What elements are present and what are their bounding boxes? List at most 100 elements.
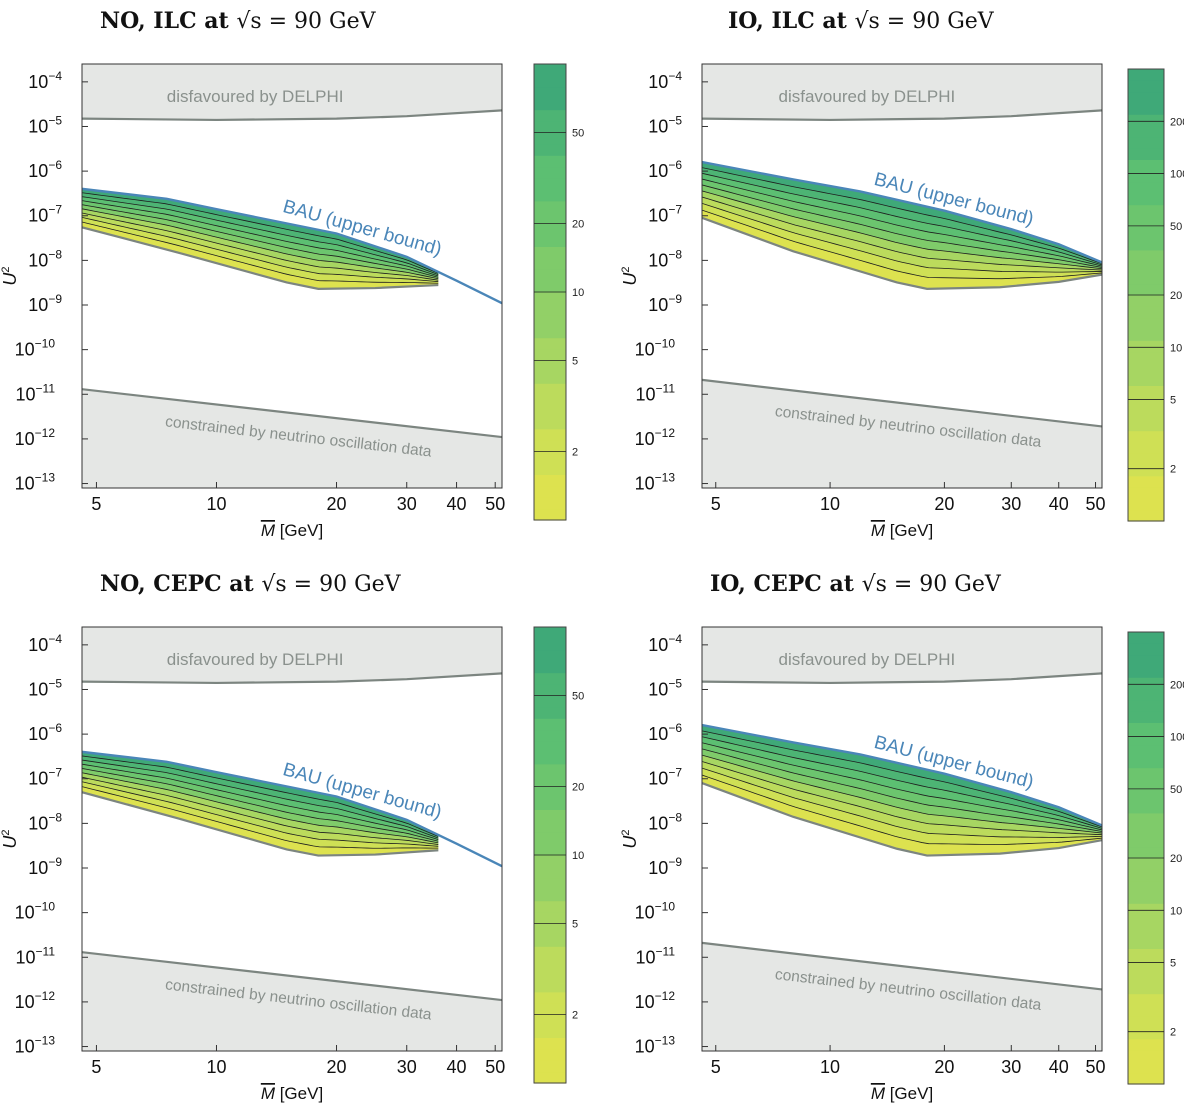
- x-tick-label: 40: [447, 494, 467, 514]
- sensitivity-lower-line: [82, 226, 439, 290]
- chart-panel-no-ilc: NO, ILC at √s = 90 GeV disfavoured by DEL…: [0, 0, 584, 550]
- x-tick-label: 5: [711, 1057, 721, 1077]
- contour-line: [82, 776, 439, 845]
- colorbar-segment: [1128, 756, 1164, 769]
- colorbar-segment: [534, 178, 566, 190]
- y-tick-label: 10−9: [28, 855, 62, 878]
- colorbar-segment: [534, 246, 566, 259]
- colorbar-tick-label: 50: [1170, 221, 1182, 233]
- colorbar-segment: [534, 729, 566, 742]
- colorbar-segment: [1128, 665, 1164, 678]
- sensitivity-band: [702, 768, 1102, 845]
- colorbar-segment: [1128, 170, 1164, 183]
- y-axis-title: U2: [620, 266, 640, 285]
- colorbar-segment: [1128, 790, 1164, 803]
- colorbar-segment: [534, 349, 566, 361]
- y-axis-title: U2: [620, 829, 640, 848]
- colorbar-segment: [534, 303, 566, 316]
- plot-frame: [81, 626, 503, 1052]
- colorbar-tick-label: 200: [1170, 679, 1184, 691]
- colorbar-segment: [1128, 1061, 1164, 1074]
- x-tick-label: 50: [1086, 1057, 1106, 1077]
- colorbar-segment: [1128, 80, 1164, 93]
- colorbar-segment: [1128, 722, 1164, 735]
- colorbar-segment: [534, 166, 566, 179]
- oscillation-excluded-region: [702, 379, 1102, 488]
- x-tick-label: 50: [1086, 494, 1106, 514]
- y-tick-label: 10−8: [28, 810, 62, 833]
- y-tick-label: 10−12: [635, 989, 676, 1012]
- y-tick-label: 10−13: [15, 1034, 56, 1057]
- colorbar-segment: [534, 1048, 566, 1061]
- sensitivity-band: [82, 192, 439, 275]
- delphi-annotation: disfavoured by DELPHI: [167, 87, 344, 106]
- contour-line: [82, 192, 439, 274]
- sensitivity-band: [702, 197, 1102, 273]
- colorbar-tick-label: 2: [1170, 464, 1176, 476]
- colorbar-segment: [534, 428, 566, 441]
- y-tick-label: 10−9: [648, 855, 682, 878]
- delphi-annotation: disfavoured by DELPHI: [167, 650, 344, 669]
- colorbar-segment: [1128, 159, 1164, 172]
- colorbar-segment: [1128, 182, 1164, 194]
- colorbar-segment: [534, 383, 566, 396]
- delphi-annotation: disfavoured by DELPHI: [779, 650, 956, 669]
- colorbar-segment: [534, 923, 566, 936]
- sensitivity-band: [82, 760, 439, 840]
- contour-line: [82, 208, 439, 280]
- colorbar-segment: [1128, 632, 1164, 644]
- colorbar-segment: [534, 109, 566, 122]
- chart-panel-io-ilc: IO, ILC at √s = 90 GeV disfavoured by DEL…: [600, 0, 1184, 550]
- bau-upper-line: [702, 723, 1102, 827]
- contour-line: [82, 212, 439, 281]
- colorbar-segment: [534, 394, 566, 407]
- y-axis-title: U2: [0, 266, 20, 285]
- y-tick-label: 10−6: [28, 721, 62, 744]
- colorbar-segment: [1128, 711, 1164, 723]
- colorbar-segment: [534, 1071, 566, 1084]
- contour-line: [82, 196, 439, 276]
- y-tick-label: 10−6: [28, 158, 62, 181]
- colorbar-segment: [1128, 858, 1164, 870]
- colorbar-segment: [1128, 1016, 1164, 1029]
- contour-line: [82, 772, 439, 844]
- contour-line: [702, 742, 1102, 831]
- colorbar-tick-label: 50: [572, 128, 584, 140]
- colorbar-segment: [534, 889, 566, 902]
- sensitivity-band: [702, 173, 1102, 267]
- contour-line: [702, 761, 1102, 836]
- colorbar-segment: [1128, 903, 1164, 916]
- colorbar-tick-label: 200: [1170, 116, 1184, 128]
- colorbar-segment: [534, 1003, 566, 1016]
- colorbar-segment: [1128, 654, 1164, 667]
- colorbar-segment: [1128, 114, 1164, 127]
- y-tick-label: 10−8: [28, 247, 62, 270]
- colorbar-segment: [534, 508, 566, 521]
- x-tick-label: 10: [206, 1057, 226, 1077]
- colorbar-segment: [534, 257, 566, 270]
- colorbar-tick-label: 5: [1170, 958, 1176, 970]
- contour-line: [702, 774, 1102, 846]
- colorbar-segment: [1128, 869, 1164, 882]
- chart-panel-no-cepc: NO, CEPC at √s = 90 GeV disfavoured by DE…: [0, 563, 584, 1113]
- x-tick-label: 40: [1049, 1057, 1069, 1077]
- y-tick-label: 10−6: [648, 721, 682, 744]
- colorbar-segment: [534, 132, 566, 145]
- y-tick-label: 10−11: [636, 944, 676, 967]
- x-axis-title: M [GeV]: [261, 1084, 323, 1103]
- delphi-annotation: disfavoured by DELPHI: [779, 87, 956, 106]
- x-tick-label: 30: [397, 494, 417, 514]
- x-tick-label: 30: [397, 1057, 417, 1077]
- colorbar-segment: [1128, 498, 1164, 511]
- plot-frame: [701, 63, 1103, 489]
- colorbar-segment: [534, 877, 566, 890]
- colorbar-tick-label: 5: [1170, 395, 1176, 407]
- colorbar-segment: [534, 832, 566, 845]
- sensitivity-band: [702, 736, 1102, 830]
- oscillation-boundary-line: [82, 388, 502, 439]
- y-axis-title: U2: [0, 829, 20, 848]
- oscillation-boundary-line: [702, 378, 1102, 428]
- colorbar-segment: [1128, 295, 1164, 307]
- colorbar-segment: [1128, 453, 1164, 466]
